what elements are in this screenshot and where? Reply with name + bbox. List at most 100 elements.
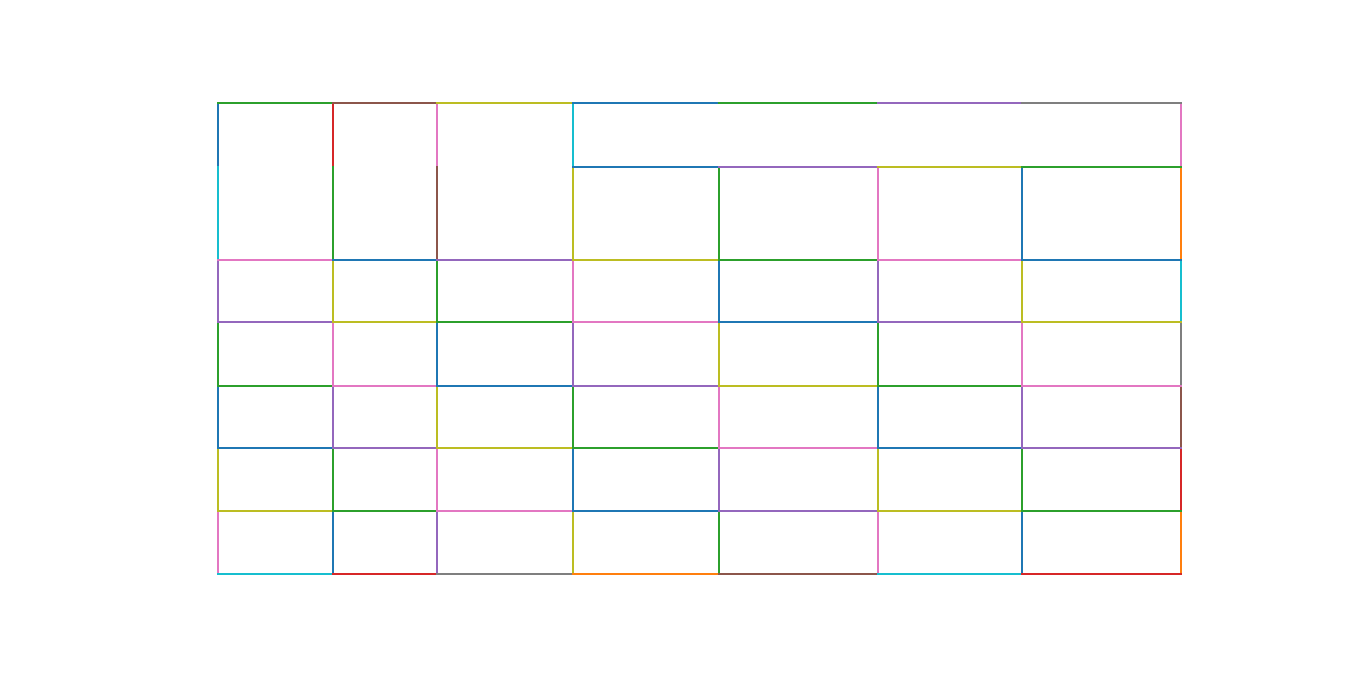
grid-line-h-5-0 <box>217 447 334 449</box>
grid-line-h-3-5 <box>877 321 1023 323</box>
grid-line-h-0-5 <box>877 102 1023 104</box>
grid-line-h-0-0 <box>217 102 334 104</box>
grid-line-h-2-5 <box>877 259 1023 261</box>
grid-line-h-4-3 <box>572 385 720 387</box>
grid-line-h-6-1 <box>332 510 438 512</box>
grid-line-v-2-4 <box>436 385 438 449</box>
grid-line-h-5-4 <box>718 447 879 449</box>
grid-line-h-6-6 <box>1021 510 1182 512</box>
grid-line-h-3-1 <box>332 321 438 323</box>
grid-line-v-6-2 <box>1021 259 1023 323</box>
grid-line-h-4-4 <box>718 385 879 387</box>
grid-line-v-4-5 <box>718 447 720 512</box>
grid-line-h-6-5 <box>877 510 1023 512</box>
grid-line-v-5-2 <box>877 259 879 323</box>
grid-line-h-6-2 <box>436 510 574 512</box>
grid-line-h-4-5 <box>877 385 1023 387</box>
grid-line-h-7-4 <box>718 573 879 575</box>
grid-line-h-2-2 <box>436 259 574 261</box>
grid-line-v-7-5 <box>1180 447 1182 512</box>
grid-line-v-6-3 <box>1021 321 1023 387</box>
grid-line-h-3-2 <box>436 321 574 323</box>
grid-line-v-4-3 <box>718 321 720 387</box>
grid-line-v-7-0 <box>1180 102 1182 168</box>
grid-line-v-2-3 <box>436 321 438 387</box>
grid-line-v-0-4 <box>217 385 219 449</box>
grid-line-v-2-1 <box>436 166 438 261</box>
grid-line-v-7-6 <box>1180 510 1182 575</box>
grid-line-v-4-4 <box>718 385 720 449</box>
grid-line-h-7-1 <box>332 573 438 575</box>
grid-line-h-7-2 <box>436 573 574 575</box>
grid-line-v-6-1 <box>1021 166 1023 261</box>
grid-line-v-2-0 <box>436 102 438 168</box>
grid-line-v-6-5 <box>1021 447 1023 512</box>
grid-line-v-5-1 <box>877 166 879 261</box>
grid-line-h-3-6 <box>1021 321 1182 323</box>
grid-line-v-2-6 <box>436 510 438 575</box>
grid-line-v-1-1 <box>332 166 334 261</box>
grid-line-v-0-5 <box>217 447 219 512</box>
grid-line-h-1-3 <box>572 166 720 168</box>
grid-line-h-7-0 <box>217 573 334 575</box>
grid-line-v-4-6 <box>718 510 720 575</box>
grid-line-v-3-0 <box>572 102 574 168</box>
grid-line-h-0-3 <box>572 102 720 104</box>
grid-line-v-7-1 <box>1180 166 1182 261</box>
grid-line-h-6-3 <box>572 510 720 512</box>
grid-line-v-1-4 <box>332 385 334 449</box>
grid-line-v-7-4 <box>1180 385 1182 449</box>
grid-line-v-3-2 <box>572 259 574 323</box>
grid-line-h-0-2 <box>436 102 574 104</box>
grid-line-h-7-6 <box>1021 573 1182 575</box>
grid-line-v-5-6 <box>877 510 879 575</box>
grid-line-h-5-6 <box>1021 447 1182 449</box>
grid-line-v-2-5 <box>436 447 438 512</box>
grid-line-v-7-2 <box>1180 259 1182 323</box>
grid-line-h-5-1 <box>332 447 438 449</box>
grid-line-h-6-0 <box>217 510 334 512</box>
grid-line-h-2-4 <box>718 259 879 261</box>
grid-line-v-4-2 <box>718 259 720 323</box>
grid-line-v-0-2 <box>217 259 219 323</box>
grid-line-v-4-1 <box>718 166 720 261</box>
grid-line-h-0-1 <box>332 102 438 104</box>
grid-line-h-2-1 <box>332 259 438 261</box>
grid-line-h-4-6 <box>1021 385 1182 387</box>
grid-line-v-0-1 <box>217 166 219 261</box>
grid-line-h-2-0 <box>217 259 334 261</box>
grid-line-v-5-5 <box>877 447 879 512</box>
grid-line-h-7-5 <box>877 573 1023 575</box>
grid-line-v-0-0 <box>217 102 219 168</box>
grid-line-v-1-5 <box>332 447 334 512</box>
grid-line-v-6-4 <box>1021 385 1023 449</box>
grid-line-h-0-4 <box>718 102 879 104</box>
grid-line-h-7-3 <box>572 573 720 575</box>
grid-line-v-5-3 <box>877 321 879 387</box>
grid-line-v-3-6 <box>572 510 574 575</box>
grid-line-v-1-0 <box>332 102 334 168</box>
grid-line-v-1-3 <box>332 321 334 387</box>
grid-line-v-0-3 <box>217 321 219 387</box>
grid-line-v-3-5 <box>572 447 574 512</box>
grid-line-h-5-5 <box>877 447 1023 449</box>
grid-line-h-1-6 <box>1021 166 1182 168</box>
grid-line-v-1-6 <box>332 510 334 575</box>
grid-line-h-2-3 <box>572 259 720 261</box>
grid-line-h-1-5 <box>877 166 1023 168</box>
grid-line-v-3-4 <box>572 385 574 449</box>
grid-line-h-5-3 <box>572 447 720 449</box>
grid-line-h-3-3 <box>572 321 720 323</box>
grid-line-v-3-3 <box>572 321 574 387</box>
grid-line-h-4-2 <box>436 385 574 387</box>
grid-line-h-4-1 <box>332 385 438 387</box>
grid-line-v-7-3 <box>1180 321 1182 387</box>
grid-line-h-5-2 <box>436 447 574 449</box>
grid-line-v-1-2 <box>332 259 334 323</box>
grid-line-v-5-4 <box>877 385 879 449</box>
grid-line-v-6-6 <box>1021 510 1023 575</box>
grid-line-v-0-6 <box>217 510 219 575</box>
grid-line-v-3-1 <box>572 166 574 261</box>
